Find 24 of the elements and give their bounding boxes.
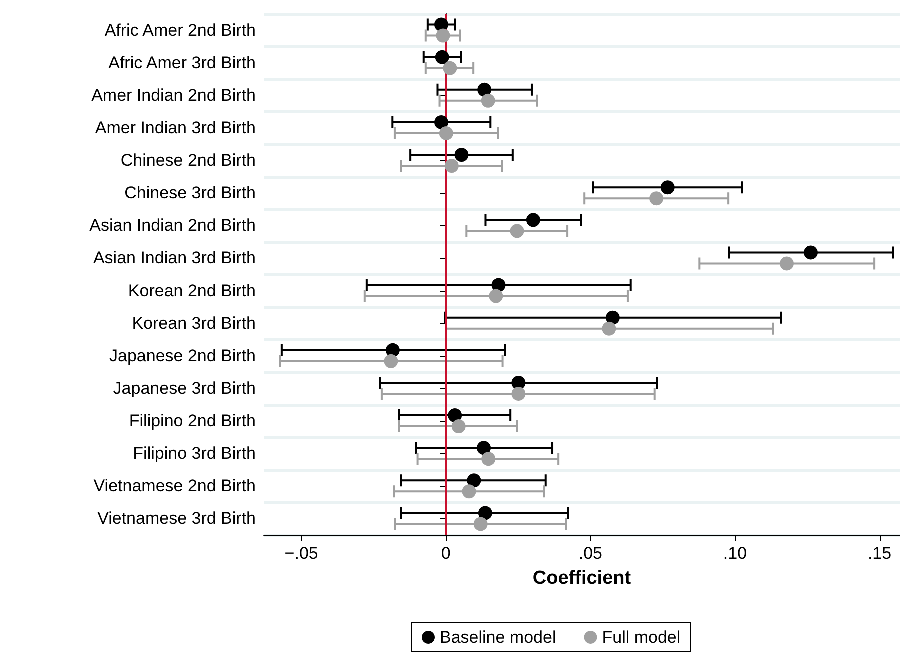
legend-label: Baseline model xyxy=(440,628,556,647)
y-tick-label: Korean 3rd Birth xyxy=(132,314,256,333)
y-tick-label: Chinese 3rd Birth xyxy=(124,184,256,203)
x-tick-label: .05 xyxy=(578,544,602,563)
y-tick-label: Vietnamese 3rd Birth xyxy=(98,509,256,528)
y-tick-label: Japanese 2nd Birth xyxy=(110,346,256,366)
x-tick-label: −.05 xyxy=(284,544,318,563)
y-tick-label: Amer Indian 3rd Birth xyxy=(95,118,256,138)
y-tick-label: Amer Indian 2nd Birth xyxy=(92,86,256,105)
x-tick-label: .10 xyxy=(723,544,748,563)
y-tick-label: Korean 2nd Birth xyxy=(128,281,256,300)
y-tick-label: Afric Amer 3rd Birth xyxy=(108,53,256,72)
y-tick-label: Vietnamese 2nd Birth xyxy=(94,476,256,496)
y-tick-label: Chinese 2nd Birth xyxy=(120,151,256,170)
y-tick-label: Asian Indian 2nd Birth xyxy=(90,216,256,236)
x-axis-title: Coefficient xyxy=(532,568,632,589)
y-tick-label: Japanese 3rd Birth xyxy=(113,378,256,398)
y-tick-label: Filipino 3rd Birth xyxy=(133,444,256,464)
x-tick-label: .15 xyxy=(868,544,892,563)
y-tick-label: Filipino 2nd Birth xyxy=(129,412,256,431)
legend-label: Full model xyxy=(602,628,681,647)
y-tick-label: Asian Indian 3rd Birth xyxy=(93,248,256,268)
x-tick-label: 0 xyxy=(441,544,451,563)
y-tick-label: Afric Amer 2nd Birth xyxy=(104,20,256,40)
